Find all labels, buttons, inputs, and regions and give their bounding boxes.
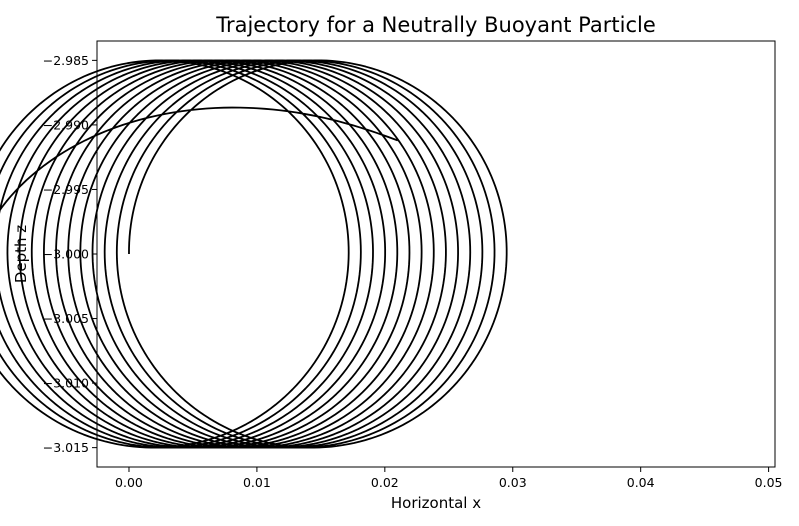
- plot-frame: [96, 40, 776, 468]
- y-tick-label: −3.010: [43, 376, 89, 391]
- x-axis-label: Horizontal x: [391, 494, 481, 512]
- y-tick-label: −2.985: [43, 53, 89, 68]
- y-tick-label: −3.005: [43, 311, 89, 326]
- x-tick-label: 0.00: [115, 475, 143, 490]
- x-tick-label: 0.01: [243, 475, 271, 490]
- y-tick-label: −2.990: [43, 117, 89, 132]
- x-tick-label: 0.03: [499, 475, 527, 490]
- x-tick-label: 0.04: [627, 475, 655, 490]
- y-tick-label: −2.995: [43, 182, 89, 197]
- x-tick-label: 0.02: [371, 475, 399, 490]
- y-tick-label: −3.000: [43, 247, 89, 262]
- trajectory-line: [0, 59, 508, 449]
- y-axis-label: Depth z: [12, 225, 30, 283]
- plot-area: [0, 59, 508, 449]
- chart-title: Trajectory for a Neutrally Buoyant Parti…: [215, 13, 656, 37]
- axis-ticks: 0.00 0.01 0.02 0.03 0.04 0.05 −2.985 −2.990 −2.9…: [43, 53, 783, 490]
- y-tick-label: −3.015: [43, 440, 89, 455]
- x-tick-label: 0.05: [755, 475, 783, 490]
